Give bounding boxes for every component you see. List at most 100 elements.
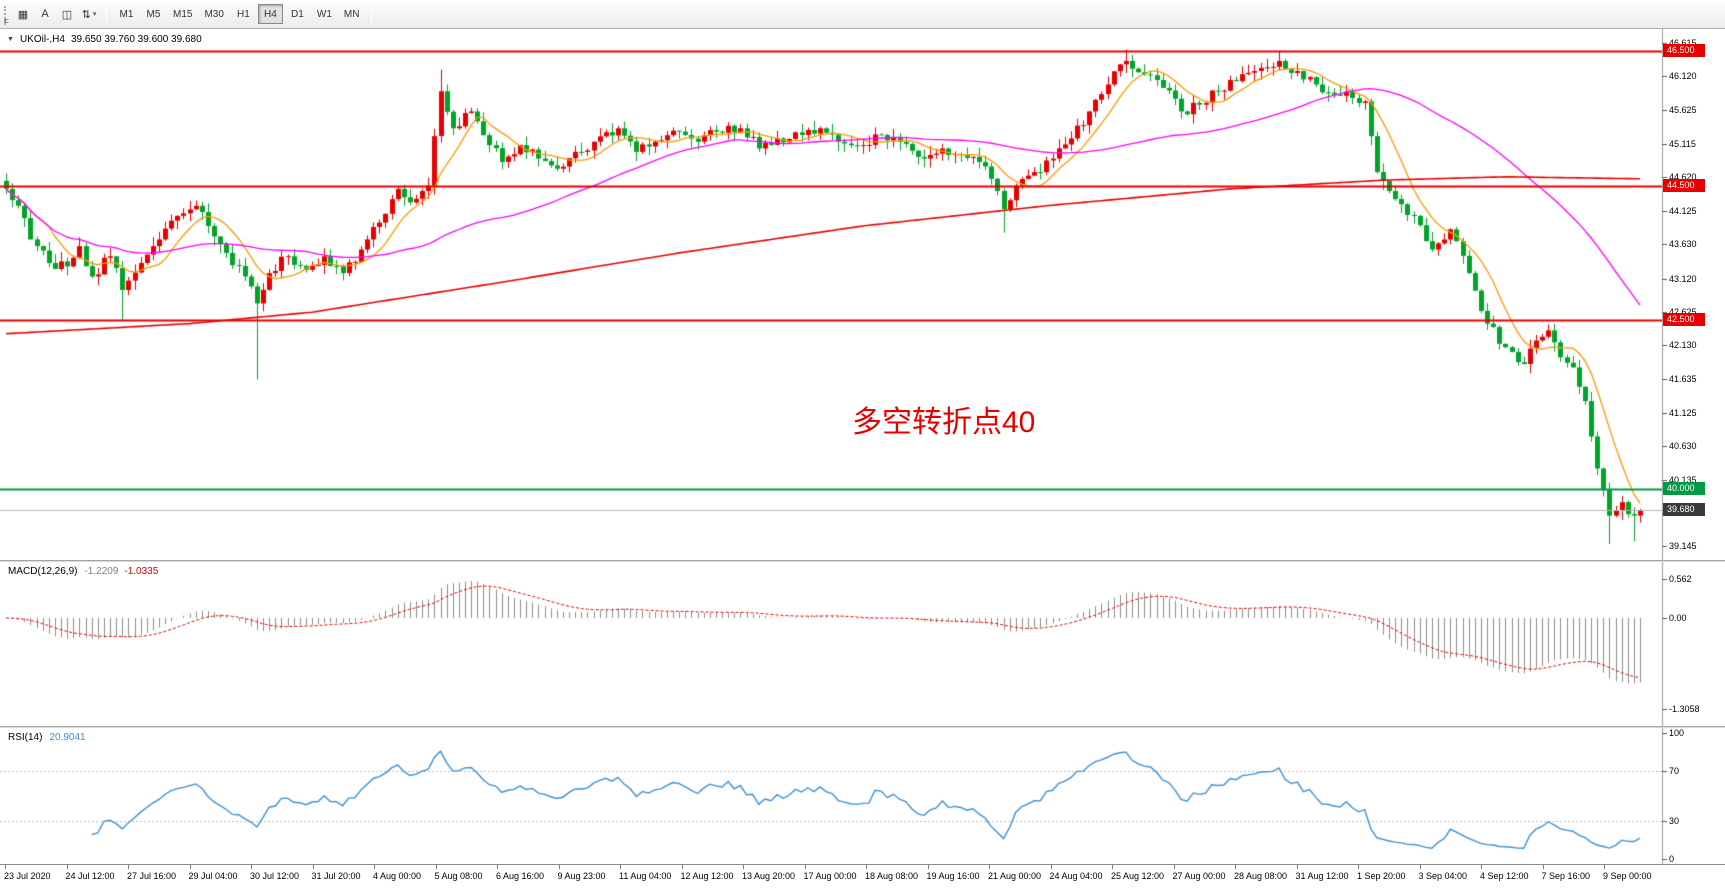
time-axis-tick xyxy=(927,865,929,869)
text-tool-button[interactable]: A xyxy=(34,4,56,24)
time-axis-tick xyxy=(804,865,806,869)
dropdown-caret-icon: ▾ xyxy=(92,11,97,18)
macd-axis-tick: 0.00 xyxy=(1669,612,1687,623)
timeframe-m5[interactable]: M5 xyxy=(141,4,166,24)
time-axis-tick xyxy=(374,865,375,869)
time-axis-label: 11 Aug 04:00 xyxy=(619,871,672,881)
symbol-dropdown-icon[interactable]: ▼ xyxy=(7,36,14,43)
timeframe-h4[interactable]: H4 xyxy=(257,4,283,24)
time-axis-tick xyxy=(681,865,683,869)
price-axis-tick: 42.625 xyxy=(1669,306,1697,317)
rsi-panel-canvas[interactable] xyxy=(0,728,1725,864)
time-axis-tick xyxy=(1173,865,1175,869)
time-axis-tick xyxy=(128,865,129,869)
price-badge: 40.000 xyxy=(1663,481,1705,495)
price-axis-tick: 43.120 xyxy=(1669,273,1697,284)
time-axis-tick xyxy=(1481,865,1482,869)
rsi-name: RSI(14) xyxy=(8,732,43,743)
price-axis-tick: 46.120 xyxy=(1669,71,1697,82)
price-axis-tick: 42.130 xyxy=(1669,340,1697,351)
price-badge: 44.500 xyxy=(1663,178,1705,192)
toolbar-icon-group: ▦ A ◫ ⇅ ▾ xyxy=(12,4,100,24)
panel-splitter[interactable] xyxy=(0,560,1725,562)
time-axis-label: 19 Aug 16:00 xyxy=(926,871,980,881)
time-axis-tick xyxy=(558,865,560,869)
time-axis-tick xyxy=(1604,865,1605,869)
macd-main-value: -1.2209 xyxy=(84,566,119,577)
macd-signal-value: -1.0335 xyxy=(124,566,159,577)
time-axis-label: 13 Aug 20:00 xyxy=(742,871,796,881)
time-axis-label: 4 Sep 12:00 xyxy=(1480,871,1529,881)
time-axis-label: 12 Aug 12:00 xyxy=(680,871,734,881)
macd-panel-canvas[interactable] xyxy=(0,562,1725,726)
chart-annotation[interactable]: 多空转折点40 xyxy=(852,406,1036,439)
template-box-button[interactable]: ◫ xyxy=(56,4,78,24)
time-axis-label: 27 Aug 00:00 xyxy=(1172,871,1226,881)
time-axis-label: 18 Aug 08:00 xyxy=(865,871,919,881)
main-chart-canvas[interactable] xyxy=(0,29,1725,560)
timeframe-m1[interactable]: M1 xyxy=(114,4,139,24)
timeframe-w1[interactable]: W1 xyxy=(312,4,337,24)
price-axis-tick: 41.125 xyxy=(1669,407,1697,418)
rsi-axis-tick: 100 xyxy=(1669,728,1685,738)
time-axis[interactable]: 23 Jul 2020 24 Jul 12:00 27 Jul 16:00 29 Ju… xyxy=(0,864,1725,890)
macd-indicator-label: MACD(12,26,9) -1.2209 -1.0335 xyxy=(8,566,158,577)
timeframe-d1[interactable]: D1 xyxy=(285,4,310,24)
time-axis-label: 1 Sep 20:00 xyxy=(1357,871,1406,881)
text-tool-icon: A xyxy=(41,8,49,20)
toolbar-drag-handle[interactable] xyxy=(4,6,7,22)
indicators-arrows-button[interactable]: ⇅ ▾ xyxy=(78,4,100,24)
macd-name: MACD(12,26,9) xyxy=(8,566,78,577)
price-axis-tick: 45.625 xyxy=(1669,104,1697,115)
time-axis-label: 29 Jul 04:00 xyxy=(188,871,238,881)
time-axis-tick xyxy=(1050,865,1052,869)
price-axis-tick: 40.135 xyxy=(1669,474,1697,485)
price-axis-tick: 44.125 xyxy=(1669,205,1697,216)
time-axis-tick xyxy=(620,865,621,869)
rsi-value: 20.9041 xyxy=(49,732,86,743)
time-axis-tick xyxy=(435,865,437,869)
symbol-ohlc-values: 39.650 39.760 39.600 39.680 xyxy=(70,34,202,45)
rsi-indicator-label: RSI(14) 20.9041 xyxy=(8,732,86,743)
time-axis-label: 24 Jul 12:00 xyxy=(65,871,115,881)
time-axis-tick xyxy=(743,865,744,869)
time-axis-label: 23 Jul 2020 xyxy=(4,871,51,881)
price-badge: 46.500 xyxy=(1663,43,1705,57)
price-axis-tick: 45.115 xyxy=(1669,139,1696,150)
price-badge: 42.500 xyxy=(1663,313,1705,327)
rsi-axis-tick: 0 xyxy=(1669,854,1675,864)
toolbar-separator xyxy=(106,4,107,24)
time-axis-tick xyxy=(66,865,68,869)
time-axis-tick xyxy=(497,865,498,869)
timeframe-mn[interactable]: MN xyxy=(339,4,365,24)
time-axis-tick xyxy=(989,865,990,869)
rsi-axis-tick: 70 xyxy=(1669,765,1680,776)
time-axis-tick xyxy=(1542,865,1544,869)
timeframe-m15[interactable]: M15 xyxy=(168,4,197,24)
timeframe-button-group: M1 M5 M15 M30 H1 H4 D1 W1 MN xyxy=(113,4,365,24)
price-axis-tick: 44.620 xyxy=(1669,172,1697,183)
time-axis-tick xyxy=(866,865,867,869)
time-axis-label: 9 Aug 23:00 xyxy=(557,871,606,881)
price-axis-tick: 39.145 xyxy=(1669,541,1697,552)
time-axis-label: 4 Aug 00:00 xyxy=(373,871,422,881)
time-axis-label: 30 Jul 12:00 xyxy=(250,871,300,881)
toolbar-separator xyxy=(371,4,373,24)
indicators-arrows-icon: ⇅ xyxy=(81,8,91,21)
time-axis-tick xyxy=(1296,865,1298,869)
time-axis-tick xyxy=(312,865,314,869)
time-axis-label: 21 Aug 00:00 xyxy=(988,871,1042,881)
template-box-icon: ◫ xyxy=(61,8,73,21)
panel-splitter[interactable] xyxy=(0,726,1725,728)
time-axis-label: 7 Sep 16:00 xyxy=(1541,871,1591,881)
time-axis-label: 3 Sep 04:00 xyxy=(1418,871,1468,881)
timeframe-h1[interactable]: H1 xyxy=(231,4,256,24)
time-axis-label: 25 Aug 12:00 xyxy=(1111,871,1165,881)
chart-list-button[interactable]: ▦ xyxy=(12,4,34,24)
time-axis-tick xyxy=(189,865,191,869)
dock-label-f: F xyxy=(4,18,9,27)
timeframe-m30[interactable]: M30 xyxy=(199,4,228,24)
rsi-axis-tick: 30 xyxy=(1669,816,1680,827)
time-axis-label: 9 Sep 00:00 xyxy=(1603,871,1652,881)
time-axis-label: 6 Aug 16:00 xyxy=(496,871,545,881)
